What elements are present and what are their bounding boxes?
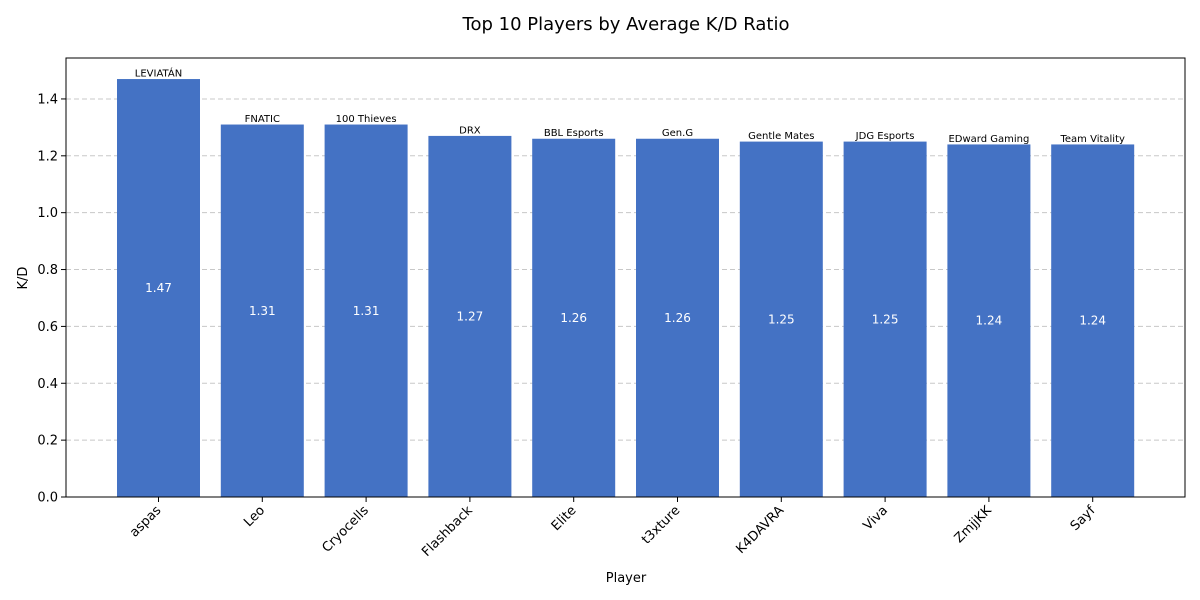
x-tick-label: Sayf: [1068, 503, 1099, 534]
bar: [843, 141, 927, 497]
bar-team-label: EDward Gaming: [948, 134, 1029, 145]
bar-value-label: 1.31: [249, 304, 276, 318]
bar-value-label: 1.25: [768, 312, 795, 326]
x-tick-label: Leo: [241, 503, 268, 530]
y-axis-label: K/D: [16, 267, 31, 290]
bar-team-label: FNATIC: [245, 114, 280, 125]
bar-value-label: 1.24: [1079, 314, 1106, 328]
bar: [117, 79, 200, 497]
y-tick-label: 0.6: [37, 320, 58, 335]
bars: [117, 79, 1135, 498]
x-tick-label: Cryocells: [319, 503, 372, 556]
y-tick-label: 0.0: [37, 491, 58, 506]
bar: [428, 135, 512, 497]
y-tick-label: 0.4: [37, 377, 58, 392]
y-tick-label: 0.8: [37, 263, 58, 278]
bar: [532, 138, 616, 497]
y-tick-label: 1.4: [37, 92, 58, 107]
bar-team-label: 100 Thieves: [336, 114, 397, 125]
bar: [1051, 144, 1135, 497]
x-axis-label: Player: [606, 571, 647, 586]
bar-labels: 1.47 LEVIATÁN 1.31 FNATIC 1.31 100 Thieves 1.2…: [135, 67, 1125, 328]
bar-value-label: 1.26: [664, 311, 691, 325]
bar-value-label: 1.27: [457, 309, 484, 323]
x-tick-label: K4DAVRA: [733, 503, 787, 557]
y-tick-label: 1.2: [37, 149, 58, 164]
bar: [947, 144, 1031, 497]
bar: [324, 124, 408, 498]
chart-title: Top 10 Players by Average K/D Ratio: [462, 14, 790, 35]
x-tick-label: Viva: [861, 503, 891, 533]
bar: [636, 138, 719, 497]
bar-value-label: 1.31: [353, 304, 380, 318]
x-tick-label: Elite: [549, 503, 580, 534]
bar-team-label: BBL Esports: [544, 128, 604, 139]
bar-team-label: Team Vitality: [1059, 134, 1125, 145]
bar-team-label: JDG Esports: [855, 131, 915, 142]
bar-value-label: 1.47: [145, 281, 172, 295]
plot-frame: [65, 57, 1186, 498]
bar-team-label: LEVIATÁN: [135, 67, 182, 80]
x-tick-label: aspas: [127, 503, 164, 540]
bar-value-label: 1.26: [560, 311, 587, 325]
y-tick-label: 1.0: [37, 206, 58, 221]
x-tick-label: ZmjjKK: [952, 503, 995, 546]
bar-team-label: Gentle Mates: [748, 131, 814, 142]
y-tick-label: 0.2: [37, 434, 58, 449]
bar-value-label: 1.25: [872, 312, 899, 326]
bar: [220, 124, 304, 498]
bar-value-label: 1.24: [976, 314, 1003, 328]
bar-team-label: DRX: [459, 125, 481, 136]
x-tick-label: Flashback: [419, 503, 476, 560]
bar: [739, 141, 823, 497]
x-tick-label: t3xture: [639, 503, 683, 547]
bar-team-label: Gen.G: [662, 128, 693, 139]
